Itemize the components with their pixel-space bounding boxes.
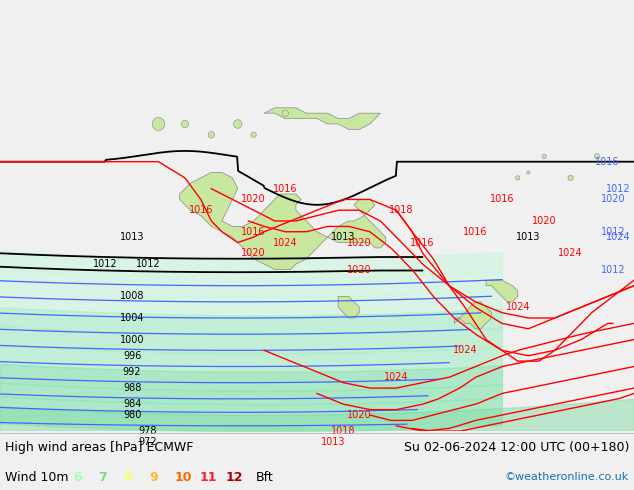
- Polygon shape: [338, 296, 359, 318]
- Text: 1024: 1024: [453, 345, 477, 355]
- Text: 1013: 1013: [331, 232, 356, 242]
- Polygon shape: [455, 302, 491, 329]
- Circle shape: [595, 154, 600, 159]
- Text: 1024: 1024: [384, 372, 408, 382]
- Text: 1013: 1013: [516, 232, 541, 242]
- Text: 6: 6: [73, 470, 82, 484]
- Text: High wind areas [hPa] ECMWF: High wind areas [hPa] ECMWF: [5, 441, 193, 454]
- Text: 1016: 1016: [489, 195, 514, 204]
- Text: 7: 7: [98, 470, 107, 484]
- Text: 980: 980: [123, 410, 141, 420]
- Text: 1018: 1018: [389, 205, 414, 215]
- Circle shape: [527, 171, 530, 174]
- Text: 1012: 1012: [93, 259, 118, 269]
- Text: 972: 972: [139, 437, 157, 447]
- Text: 1004: 1004: [120, 313, 145, 323]
- Text: 1024: 1024: [505, 302, 530, 312]
- Text: 1024: 1024: [273, 238, 297, 247]
- Circle shape: [181, 120, 189, 128]
- Text: 992: 992: [123, 367, 141, 377]
- Text: 1012: 1012: [600, 227, 625, 237]
- Text: 1013: 1013: [321, 437, 345, 447]
- Polygon shape: [264, 108, 380, 129]
- Text: 988: 988: [123, 383, 141, 393]
- Text: 1016: 1016: [463, 227, 488, 237]
- Text: 9: 9: [149, 470, 158, 484]
- Text: 1024: 1024: [606, 232, 630, 242]
- Text: 1024: 1024: [559, 248, 583, 258]
- Text: 1016: 1016: [242, 227, 266, 237]
- Text: 1016: 1016: [273, 184, 297, 194]
- Text: 978: 978: [139, 426, 157, 436]
- Text: 11: 11: [200, 470, 217, 484]
- Text: 1020: 1020: [600, 195, 625, 204]
- Text: Bft: Bft: [256, 470, 273, 484]
- Circle shape: [251, 132, 256, 138]
- Text: 1013: 1013: [120, 232, 145, 242]
- Polygon shape: [179, 172, 385, 270]
- Text: 1016: 1016: [595, 157, 620, 167]
- Polygon shape: [486, 280, 518, 302]
- Text: Wind 10m: Wind 10m: [5, 470, 68, 484]
- Text: 1020: 1020: [347, 410, 372, 420]
- Text: ©weatheronline.co.uk: ©weatheronline.co.uk: [505, 472, 629, 482]
- Text: 1016: 1016: [188, 205, 213, 215]
- Circle shape: [542, 154, 547, 158]
- Text: Su 02-06-2024 12:00 UTC (00+180): Su 02-06-2024 12:00 UTC (00+180): [404, 441, 629, 454]
- Text: 1018: 1018: [331, 426, 356, 436]
- Text: 1012: 1012: [136, 259, 160, 269]
- Text: 1020: 1020: [532, 216, 557, 226]
- Circle shape: [233, 120, 242, 128]
- Text: 1020: 1020: [347, 238, 372, 247]
- Text: 1020: 1020: [347, 265, 372, 274]
- Text: 1012: 1012: [600, 265, 625, 274]
- Text: 1000: 1000: [120, 335, 145, 344]
- Circle shape: [152, 118, 165, 130]
- Circle shape: [515, 176, 520, 180]
- Text: 1012: 1012: [606, 184, 630, 194]
- Text: 1008: 1008: [120, 292, 145, 301]
- Text: 1020: 1020: [242, 248, 266, 258]
- Text: 996: 996: [123, 351, 141, 361]
- Circle shape: [208, 131, 214, 138]
- Text: 12: 12: [225, 470, 243, 484]
- Text: 8: 8: [124, 470, 133, 484]
- Circle shape: [568, 175, 573, 181]
- Text: 10: 10: [174, 470, 192, 484]
- Text: 984: 984: [123, 399, 141, 409]
- Text: 1020: 1020: [242, 195, 266, 204]
- Text: 1016: 1016: [410, 238, 435, 247]
- Circle shape: [282, 110, 288, 117]
